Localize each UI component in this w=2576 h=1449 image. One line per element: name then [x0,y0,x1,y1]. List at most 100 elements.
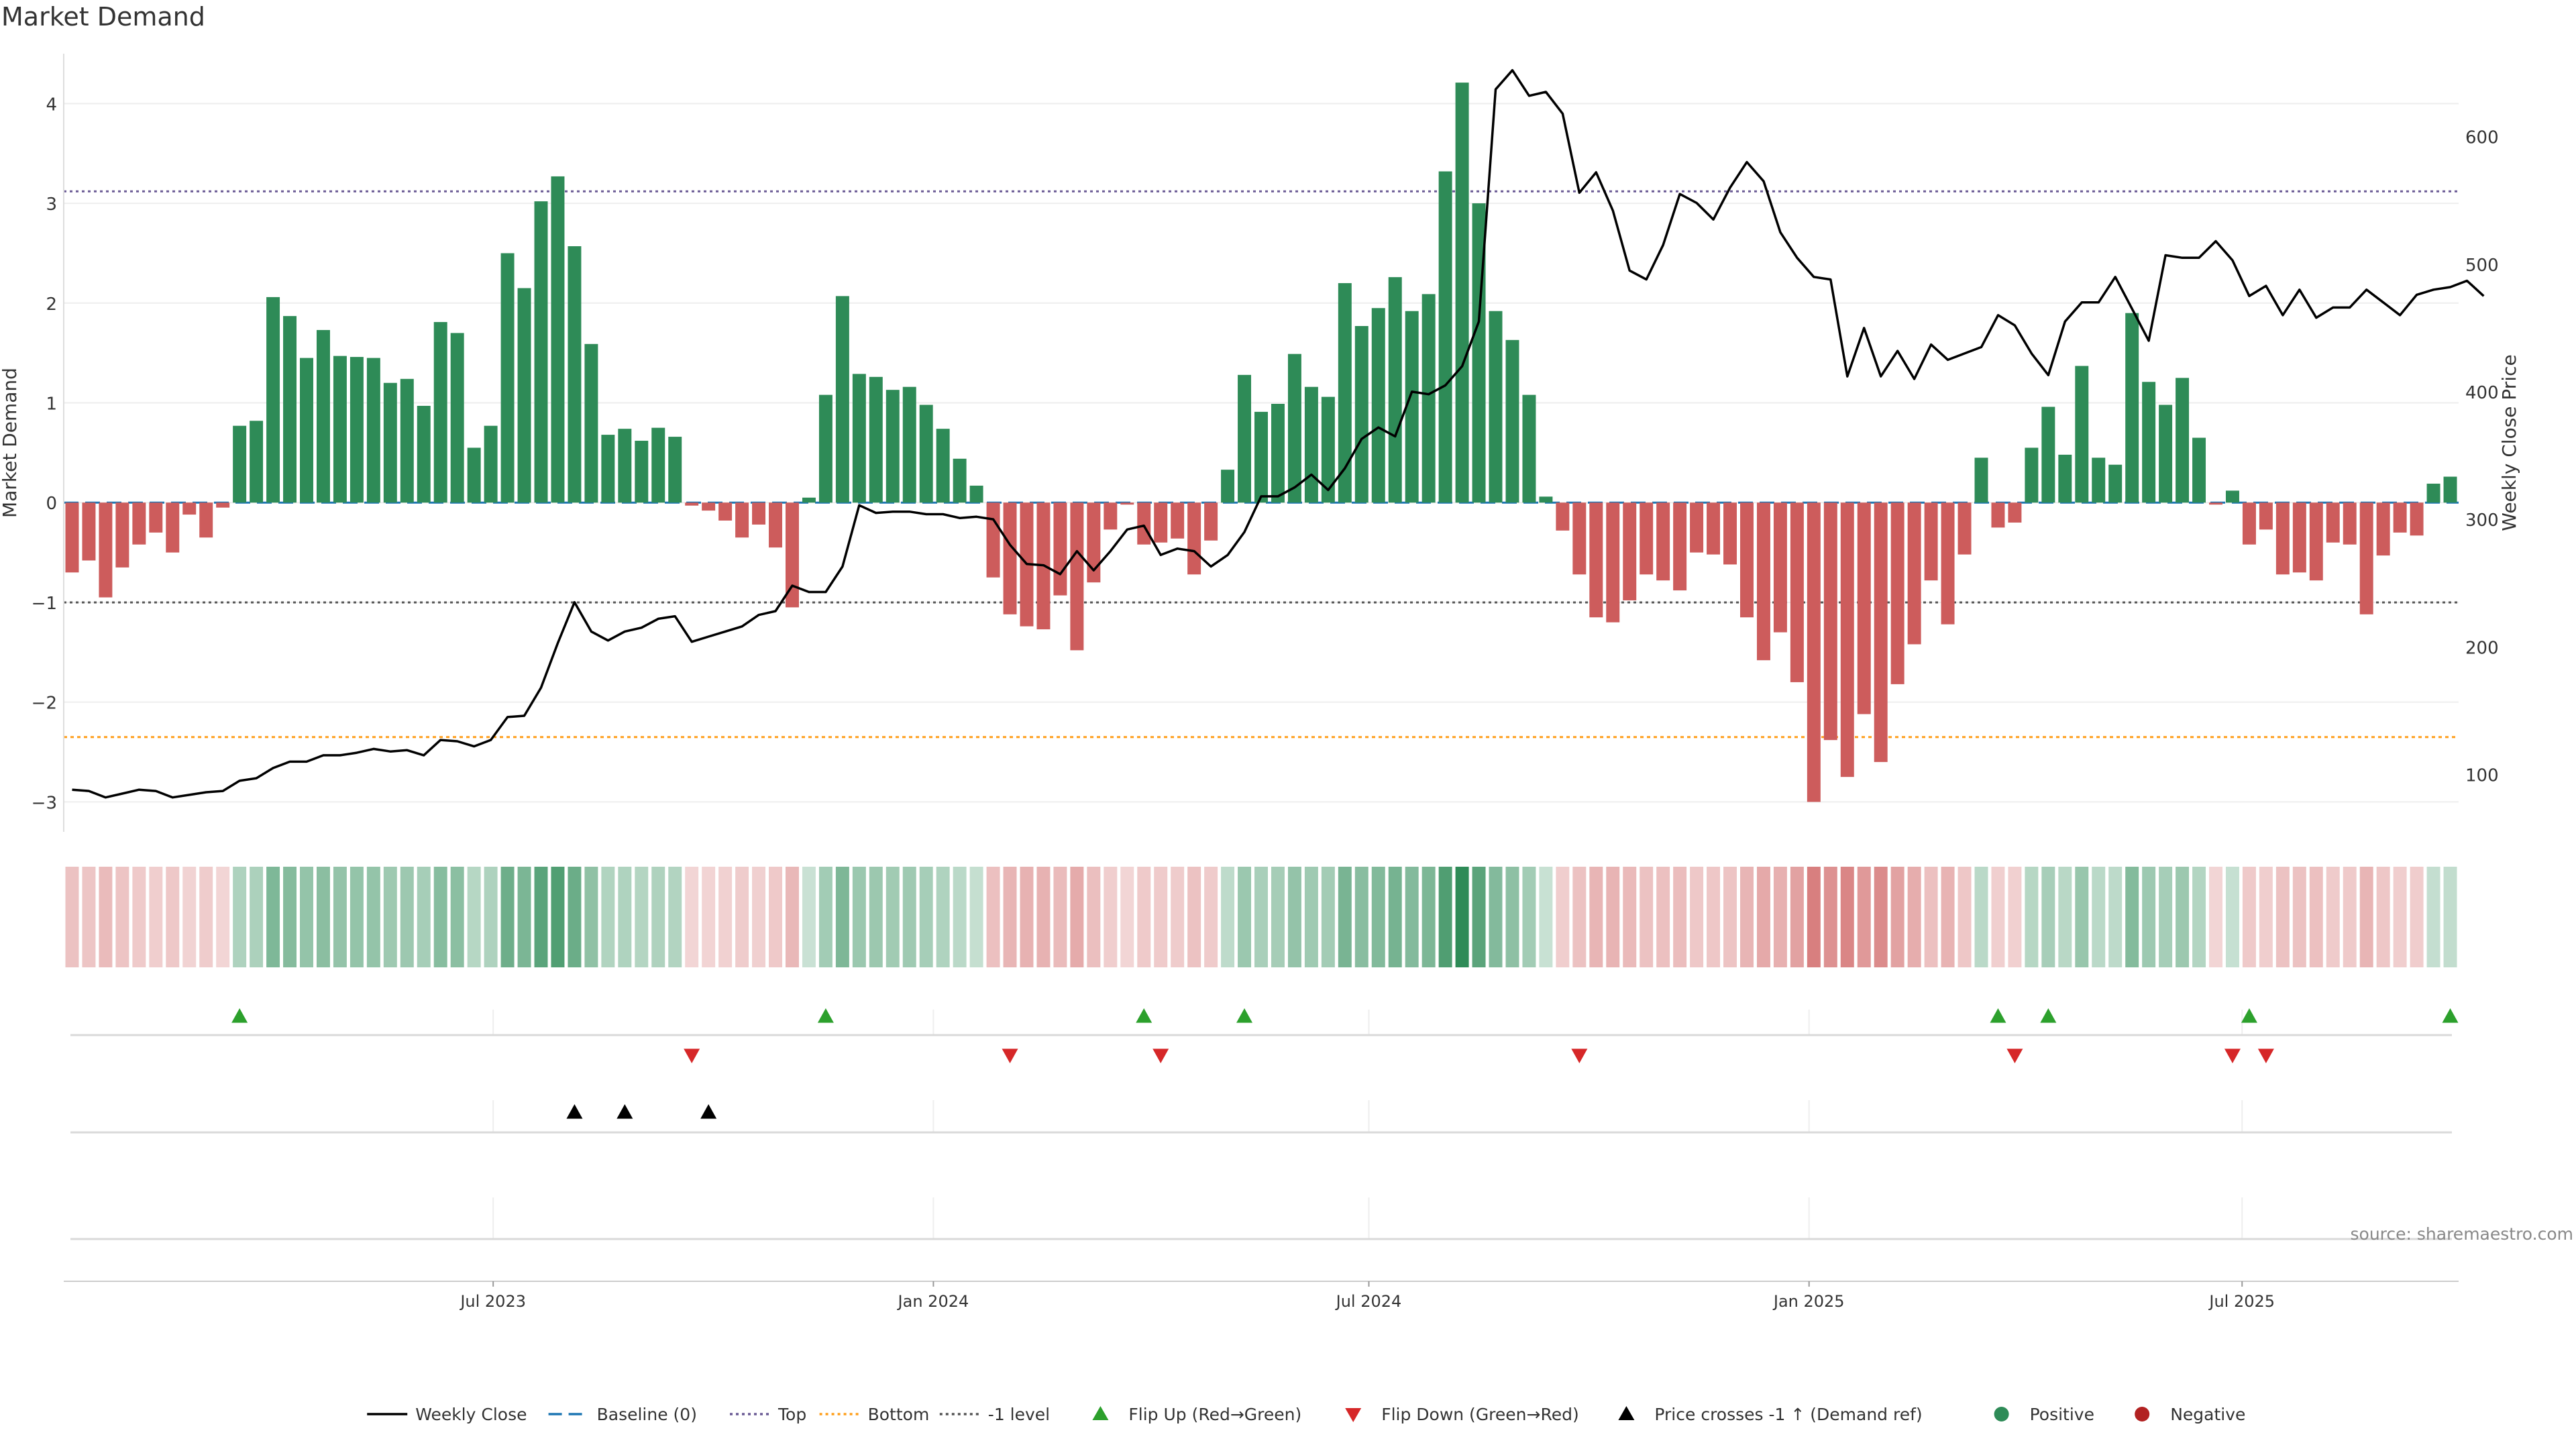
demand-bar [166,502,180,553]
demand-bar [1204,502,1218,541]
heatmap-cell [115,867,129,967]
legend-item-weekly_close: Weekly Close [367,1405,527,1424]
legend-item-flip_up: Flip Up (Red→Green) [1092,1405,1301,1424]
heatmap-cell [1640,867,1654,967]
demand-bar [199,502,213,538]
legend-item-negative: Negative [2135,1405,2245,1424]
heatmap-cell [2075,867,2089,967]
heatmap-cell [65,867,79,967]
demand-bar [2041,407,2055,503]
demand-bar [651,427,665,503]
y-tick-label: 2 [46,294,57,315]
heatmap-cell [2443,867,2457,967]
demand-bar [702,502,716,511]
heatmap-cell [1957,867,1972,967]
x-tick-label: Jul 2024 [1335,1292,1402,1311]
price-cross-marker [700,1104,717,1119]
legend-swatch [1345,1408,1362,1422]
demand-bar [986,502,1000,578]
demand-bar [1640,502,1654,575]
legend-label: -1 level [988,1405,1050,1424]
demand-bar [568,246,582,503]
demand-bar [1823,502,1837,741]
demand-bars [65,83,2457,802]
demand-bar [2275,502,2290,575]
demand-bar [1991,502,2005,528]
heatmap-cell [467,867,481,967]
demand-bar [333,356,347,503]
heatmap-cell [1723,867,1737,967]
demand-bar [1287,354,1301,503]
demand-bar [1137,502,1151,545]
legend-swatch [1618,1406,1635,1420]
heatmap-cell [2092,867,2106,967]
demand-bar [115,502,129,568]
heatmap-cell [1321,867,1335,967]
demand-bar [1974,458,1988,503]
demand-bar [2025,447,2039,503]
heatmap-cell [2343,867,2357,967]
y2-tick-label: 400 [2465,383,2499,403]
y2-axis-label: Weekly Close Price [2498,354,2520,531]
demand-bar [1221,470,1235,503]
demand-bar [2209,502,2222,505]
heatmap-cell [601,867,615,967]
heatmap-cell [668,867,682,967]
demand-bar [2108,464,2123,503]
demand-bar [635,441,649,503]
demand-bar [132,502,146,545]
demand-bar [1556,502,1570,531]
heatmap-cell [1137,867,1151,967]
heatmap-cell [1740,867,1754,967]
demand-bar [1572,502,1587,575]
y-tick-label: 1 [46,394,57,415]
demand-bar [149,502,163,533]
demand-bar [517,288,531,503]
heatmap-cell [1204,867,1218,967]
heatmap-cell [1790,867,1804,967]
heatmap-cell [2326,867,2340,967]
demand-bar [1371,308,1385,503]
heatmap-cell [2159,867,2173,967]
demand-bar [2075,366,2089,503]
heatmap-cell [885,867,900,967]
y2-tick-label: 600 [2465,128,2499,148]
heatmap-cell [82,867,96,967]
heatmap-cell [2041,867,2055,967]
heatmap-cell [99,867,113,967]
heatmap-cell [635,867,649,967]
heatmap-cell [1857,867,1871,967]
demand-bar [2393,502,2407,533]
heatmap-cell [1656,867,1670,967]
x-tick-label: Jul 2023 [459,1292,526,1311]
demand-bar [2343,502,2357,545]
heatmap-cell [2410,867,2424,967]
demand-bar [2225,490,2239,503]
heatmap-cell [1238,867,1252,967]
heatmap-cell [702,867,716,967]
demand-bar [1455,83,1469,503]
heatmap-cell [433,867,447,967]
demand-bar [266,297,280,503]
heatmap-cell [350,867,364,967]
y2-tick-label: 200 [2465,638,2499,658]
legend-label: Bottom [868,1405,930,1424]
demand-bar [283,316,297,503]
price-cross-marker [566,1104,583,1119]
demand-bar [1890,502,1904,684]
y-tick-label: −1 [32,594,57,614]
heatmap-cell [1254,867,1268,967]
x-tick-label: Jan 2024 [897,1292,969,1311]
demand-bar [1957,502,1972,555]
demand-bar [718,502,733,521]
demand-bar [182,502,197,515]
heatmap-cell [685,867,699,967]
demand-bar [1807,502,1821,802]
heatmap-cell [1505,867,1519,967]
heatmap-cell [2426,867,2440,967]
demand-bar [1790,502,1804,682]
demand-bar [1438,171,1452,503]
heatmap-cell [1707,867,1721,967]
heatmap-cell [1756,867,1770,967]
legend-label: Top [777,1405,806,1424]
